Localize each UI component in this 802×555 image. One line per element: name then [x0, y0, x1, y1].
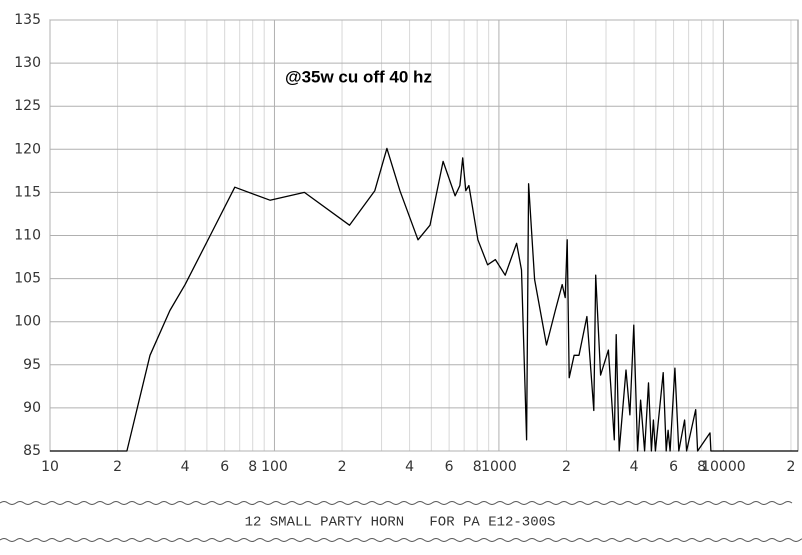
x-tick-label: 8: [473, 459, 482, 475]
y-tick-label: 135: [14, 12, 41, 28]
y-tick-label: 110: [14, 228, 41, 244]
y-tick-label: 90: [23, 400, 41, 416]
response-line: [50, 147, 798, 452]
x-tick-label: 4: [630, 459, 639, 475]
x-tick-label: 10000: [701, 459, 746, 475]
y-tick-label: 85: [23, 443, 41, 459]
footer: 12 SMALL PARTY HORN FOR PA E12-300S: [245, 515, 556, 531]
divider: [0, 538, 802, 542]
x-tick-label: 8: [697, 459, 706, 475]
x-tick-label: 100: [261, 459, 288, 475]
x-tick-label: 2: [338, 459, 347, 475]
y-tick-label: 100: [14, 314, 41, 330]
x-tick-label: 4: [181, 459, 190, 475]
x-tick-label: 6: [445, 459, 454, 475]
y-tick-label: 120: [14, 141, 41, 157]
x-tick-label: 10: [41, 459, 59, 475]
annotation: @35w cu off 40 hz: [285, 67, 432, 86]
x-tick-label: 4: [405, 459, 414, 475]
x-tick-label: 6: [669, 459, 678, 475]
x-tick-label: 2: [786, 459, 795, 475]
y-tick-label: 125: [14, 98, 41, 114]
x-tick-label: 2: [562, 459, 571, 475]
y-tick-label: 105: [14, 271, 41, 287]
x-tick-label: 6: [220, 459, 229, 475]
divider: [0, 501, 793, 505]
x-tick-label: 8: [248, 459, 257, 475]
x-tick-label: 2: [113, 459, 122, 475]
y-tick-label: 95: [23, 357, 41, 373]
y-tick-label: 130: [14, 55, 41, 71]
y-tick-label: 115: [14, 184, 41, 200]
x-tick-label: 1000: [481, 459, 517, 475]
